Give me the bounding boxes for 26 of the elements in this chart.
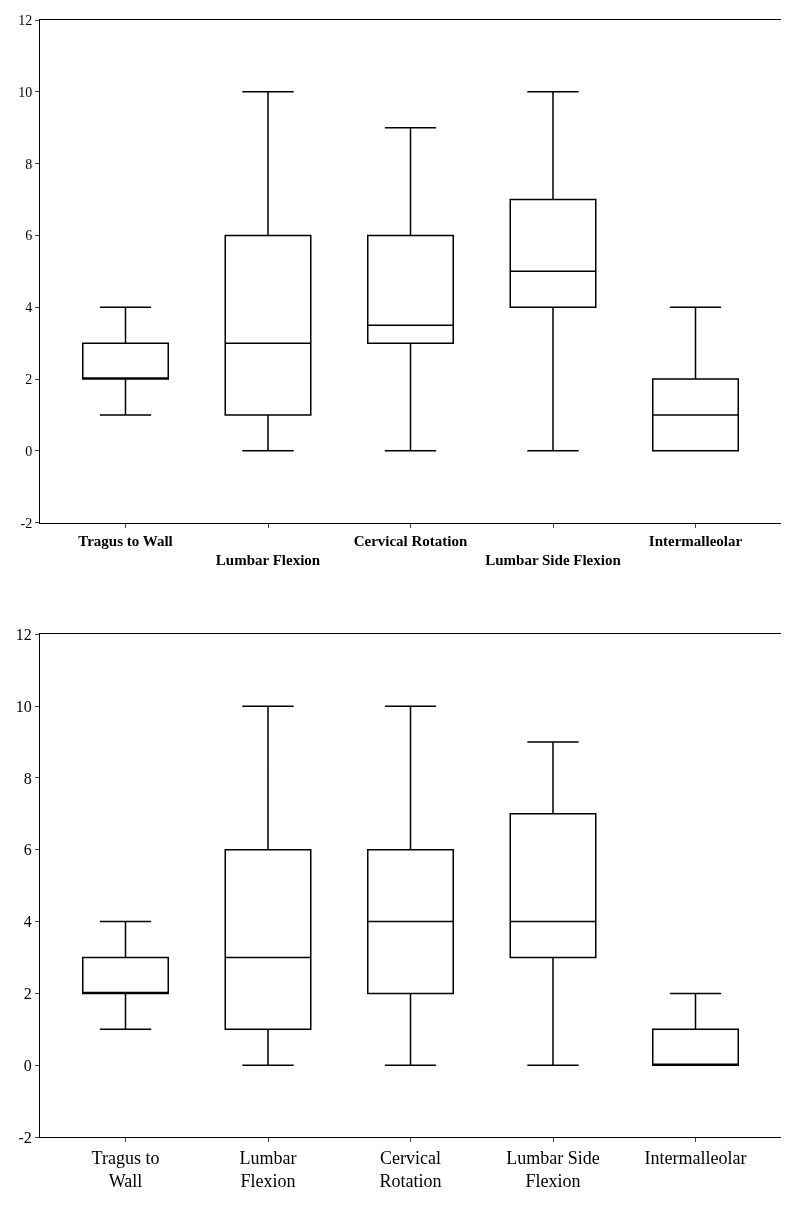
x-tick-label: Intermalleolar	[644, 1147, 747, 1168]
y-tick-label: 10	[15, 697, 32, 715]
x-tick-label: Cervical Rotation	[353, 532, 469, 549]
y-tick-label: 8	[25, 156, 33, 172]
y-tick-label: -2	[20, 515, 33, 531]
y-tick-label: 12	[18, 12, 33, 28]
x-tick-label: Lumbar Flexion	[239, 1147, 297, 1191]
x-tick-label: Lumbar Flexion	[215, 552, 321, 569]
y-tick-label: 4	[23, 913, 32, 931]
y-tick-label: 0	[25, 443, 33, 459]
x-tick-label: Lumbar Side Flexion	[485, 552, 622, 569]
x-tick-label: Tragus to Wall	[78, 532, 173, 549]
y-tick-label: 8	[23, 769, 32, 787]
y-tick-label: 12	[15, 625, 32, 643]
x-tick-label: Lumbar Side Flexion	[506, 1147, 600, 1191]
y-tick-label: 10	[18, 84, 33, 100]
y-tick-label: 2	[23, 984, 32, 1002]
x-tick-label: Tragus to Wall	[91, 1147, 160, 1191]
x-tick-label: Intermalleolar	[648, 532, 743, 549]
y-tick-label: -2	[18, 1128, 32, 1146]
y-tick-label: 6	[23, 841, 32, 859]
y-tick-label: 4	[25, 300, 33, 316]
y-tick-label: 2	[25, 371, 33, 387]
y-tick-label: 0	[23, 1056, 32, 1074]
y-tick-label: 6	[25, 228, 33, 244]
x-tick-label: Cervical Rotation	[379, 1147, 442, 1191]
